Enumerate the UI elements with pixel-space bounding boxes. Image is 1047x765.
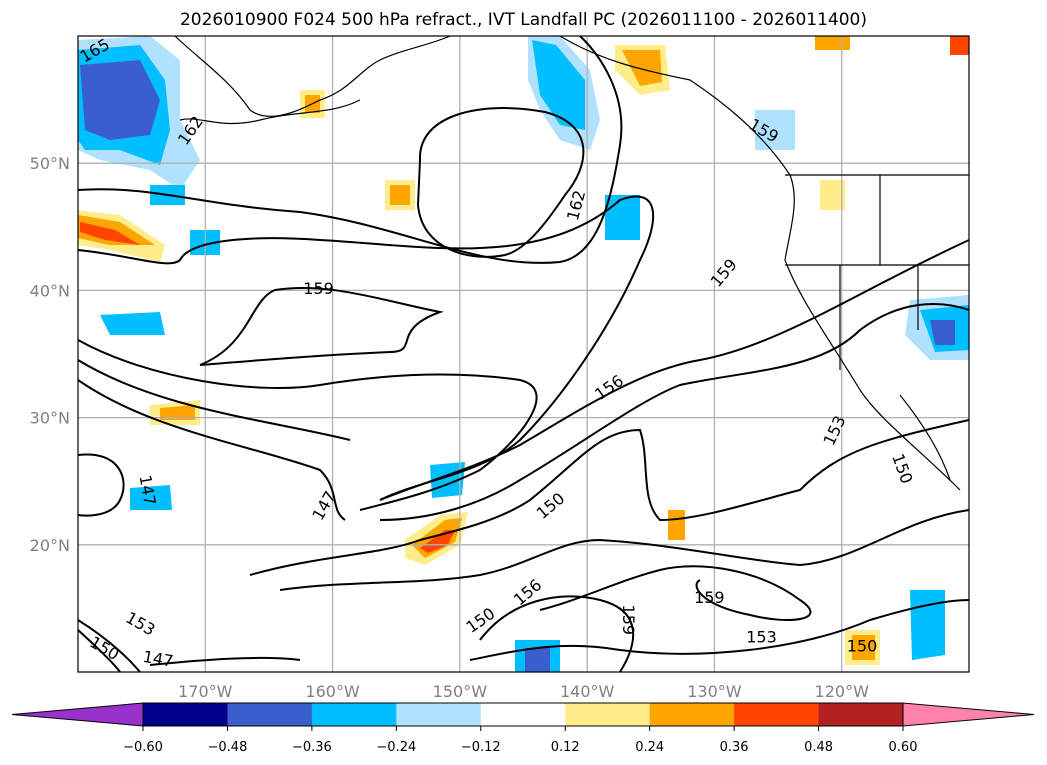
anomaly-positive	[815, 36, 850, 50]
colorbar-segment	[649, 703, 735, 726]
colorbar-segment	[311, 703, 397, 726]
anomaly-negative	[930, 320, 955, 345]
colorbar-extend-high	[902, 702, 1035, 727]
colorbar-tick-label: −0.12	[461, 740, 501, 755]
contour-line	[77, 359, 351, 441]
anomaly-fills	[78, 36, 969, 672]
contour-label: 153	[746, 627, 777, 646]
anomaly-positive	[390, 185, 410, 205]
anomaly-negative	[605, 195, 640, 240]
anomaly-positive	[820, 180, 845, 210]
colorbar-tick-label: 0.12	[551, 740, 580, 755]
contour-label: 153	[123, 608, 159, 640]
chart-title: 2026010900 F024 500 hPa refract., IVT La…	[179, 10, 867, 30]
colorbar-frame	[142, 702, 904, 727]
x-tick-label: 140°W	[560, 682, 615, 701]
colorbar-segment	[480, 703, 566, 726]
contour-line	[279, 509, 970, 591]
y-tick-label: 50°N	[30, 154, 70, 173]
contour-label: 150	[463, 604, 499, 637]
contour-label: 150	[847, 636, 878, 655]
colorbar-tick-label: −0.60	[123, 740, 163, 755]
x-tick-label: 120°W	[815, 682, 870, 701]
y-tick-label: 20°N	[30, 536, 70, 555]
contour-line	[416, 107, 585, 258]
contour-line	[199, 287, 444, 366]
colorbar-segment	[143, 703, 228, 726]
map-frame	[77, 35, 970, 673]
colorbar-segment	[396, 703, 482, 726]
contour-line	[249, 419, 970, 576]
contour-line	[77, 619, 141, 673]
contour-line	[77, 629, 121, 673]
anomaly-negative	[755, 110, 795, 150]
x-tick-label: 150°W	[433, 682, 488, 701]
anomaly-positive	[668, 510, 685, 540]
contour-label: 159	[707, 255, 741, 291]
x-tick-label: 130°W	[687, 682, 742, 701]
colorbar-tick-label: 0.24	[635, 740, 664, 755]
anomaly-negative	[525, 648, 550, 672]
anomaly-negative	[100, 312, 165, 335]
colorbar-extend-low	[11, 702, 144, 727]
contour-line	[77, 379, 346, 521]
contour-line	[539, 565, 812, 621]
anomaly-negative	[80, 60, 160, 140]
anomaly-negative	[430, 462, 465, 498]
colorbar: −0.60 −0.48 −0.36 −0.24 −0.12 0.12 0.24 0.36 0.4…	[11, 702, 1035, 755]
contour-line	[77, 339, 538, 511]
contour-label: 147	[141, 647, 174, 671]
contour-label: 159	[619, 605, 638, 636]
colorbar-tick-label: 0.36	[720, 740, 749, 755]
anomaly-negative	[130, 485, 172, 510]
height-contours	[77, 35, 970, 673]
x-tick-label: 160°W	[305, 682, 360, 701]
coastlines	[174, 35, 969, 491]
anomaly-negative	[910, 590, 945, 660]
contour-line	[379, 239, 970, 501]
colorbar-tick-label: 0.48	[804, 740, 833, 755]
contour-line	[479, 595, 634, 673]
colorbar-segment	[565, 703, 651, 726]
contour-line	[77, 195, 655, 501]
y-tick-label: 30°N	[30, 409, 70, 428]
contour-label: 150	[888, 451, 916, 486]
contour-label: 156	[591, 371, 627, 404]
anomaly-positive	[852, 635, 875, 660]
colorbar-tick-label: −0.36	[292, 740, 332, 755]
colorbar-segment	[227, 703, 313, 726]
contour-label: 156	[510, 575, 546, 609]
colorbar-tick-label: 0.60	[889, 740, 918, 755]
colorbar-tick-label: −0.24	[376, 740, 416, 755]
y-tick-label: 40°N	[30, 281, 70, 300]
contour-line	[469, 599, 970, 661]
contour-line	[149, 656, 301, 666]
contour-line	[77, 453, 125, 517]
anomaly-positive	[80, 222, 140, 245]
gridlines	[78, 36, 969, 672]
contour-label: 159	[303, 279, 334, 298]
contour-label: 159	[694, 588, 725, 607]
contour-label: 150	[87, 632, 123, 664]
contour-line	[379, 303, 970, 521]
anomaly-negative	[532, 40, 585, 130]
anomaly-positive	[950, 36, 969, 55]
colorbar-tick-label: −0.48	[208, 740, 248, 755]
anomaly-positive	[160, 405, 195, 420]
anomaly-positive	[622, 50, 662, 86]
contour-line	[77, 35, 623, 264]
colorbar-segment	[734, 703, 820, 726]
axis-ticks: 170°W 160°W 150°W 140°W 130°W 120°W 50°N 40°N 30…	[30, 154, 869, 701]
colorbar-segment	[818, 703, 904, 726]
x-tick-label: 170°W	[178, 682, 233, 701]
anomaly-positive	[420, 530, 455, 553]
